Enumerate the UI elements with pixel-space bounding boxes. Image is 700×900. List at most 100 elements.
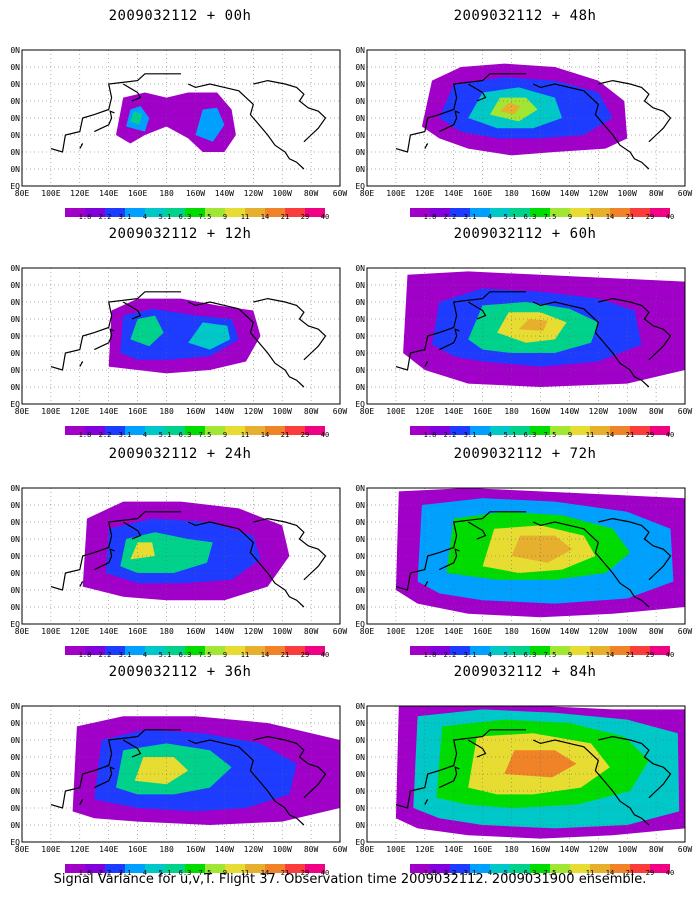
lon-tick-label: 80E: [360, 845, 375, 854]
colorbar-label: 5.1: [158, 213, 172, 221]
colorbar-labels: 1.8 2.2 3.1 4 5.1 6.3 7.5 9 11 14 21 29 40: [65, 651, 330, 661]
colorbar-swatch: [630, 646, 650, 655]
lon-tick-label: 120W: [244, 189, 263, 198]
colorbar-label: 2.2: [98, 651, 112, 659]
coastline: [424, 581, 429, 587]
lat-tick-label: 60N: [10, 736, 20, 745]
colorbar-swatch: [570, 208, 590, 217]
colorbar-label: 9: [222, 213, 228, 221]
lon-tick-label: 180: [504, 627, 519, 636]
coastline: [50, 729, 181, 809]
coastline: [122, 521, 142, 540]
map-frame: [21, 267, 341, 405]
colorbar-swatch: [470, 208, 490, 217]
map-plot: 80E 100E 120E 140E 160E 180 160W 140W 120W 100W 80…: [10, 484, 347, 636]
lat-tick-label: EQ: [355, 400, 365, 409]
variance-contour: [188, 322, 231, 350]
coastline: [532, 739, 650, 826]
coastline: [424, 143, 429, 149]
colorbar-label: 7.5: [543, 431, 557, 439]
colorbar-label: 6.3: [523, 651, 537, 659]
colorbar-label: 2.2: [443, 651, 457, 659]
lon-tick-label: 160E: [128, 845, 147, 854]
lat-tick-label: EQ: [355, 182, 365, 191]
colorbar-label: 6.3: [523, 213, 537, 221]
lat-tick-label: 80N: [10, 46, 20, 55]
variance-contour: [500, 102, 521, 115]
coastline: [253, 79, 327, 143]
lat-tick-label: 40N: [10, 114, 20, 123]
colorbar-swatch: [550, 208, 570, 217]
lon-tick-label: 80W: [649, 627, 664, 636]
colorbar-label: 9: [567, 869, 573, 877]
colorbar-label: 11: [585, 651, 595, 659]
lat-tick-label: 30N: [10, 349, 20, 358]
lon-tick-label: 100E: [41, 407, 60, 416]
lon-tick-label: 80W: [304, 845, 319, 854]
lat-tick-label: EQ: [355, 620, 365, 629]
colorbar-label: 4: [487, 431, 493, 439]
lon-tick-label: 100E: [386, 189, 405, 198]
colorbar-label: 11: [240, 431, 250, 439]
lat-tick-label: 10N: [355, 383, 365, 392]
panel-title: 2009032112 + 12h: [108, 226, 252, 242]
colorbar-label: 40: [320, 431, 330, 439]
colorbar-label: 11: [240, 651, 250, 659]
variance-contour: [511, 535, 573, 563]
lon-tick-label: 160E: [128, 627, 147, 636]
variance-contour: [130, 111, 142, 125]
colorbar-label: 3.1: [118, 213, 132, 221]
colorbar-label: 7.5: [198, 431, 212, 439]
colorbar-swatch: [145, 864, 165, 873]
colorbar-swatch: [530, 646, 550, 655]
colorbar-swatch: [105, 426, 125, 435]
lat-tick-label: 20N: [355, 804, 365, 813]
colorbar-label: 14: [260, 869, 270, 877]
coastline: [467, 521, 487, 540]
colorbar-labels: 1.8 2.2 3.1 4 5.1 6.3 7.5 9 11 14 21 29 40: [65, 213, 330, 223]
panel-title: 2009032112 + 48h: [453, 8, 597, 24]
lon-tick-label: 80W: [649, 189, 664, 198]
map-frame: [21, 487, 341, 625]
coastline: [532, 83, 650, 170]
colorbar-swatch: [105, 208, 125, 217]
colorbar-label: 29: [645, 431, 655, 439]
lon-tick-label: 60W: [333, 845, 348, 854]
lon-tick-label: 80W: [304, 627, 319, 636]
lon-tick-label: 140E: [99, 407, 118, 416]
coastline: [598, 79, 672, 143]
colorbar-label: 5.1: [503, 213, 517, 221]
lon-tick-label: 140W: [215, 845, 234, 854]
lon-tick-label: 140E: [444, 627, 463, 636]
colorbar-swatch: [125, 646, 145, 655]
colorbar-swatch: [650, 426, 670, 435]
variance-contour: [130, 315, 164, 347]
colorbar-label: 7.5: [198, 869, 212, 877]
colorbar: [65, 420, 325, 439]
colorbar-swatch: [185, 646, 205, 655]
lon-tick-label: 100E: [386, 627, 405, 636]
lat-tick-label: 20N: [355, 586, 365, 595]
coastline: [253, 517, 327, 581]
coastline: [94, 766, 115, 789]
lon-tick-label: 160W: [531, 189, 550, 198]
colorbar-label: 14: [605, 869, 615, 877]
colorbar-swatch: [450, 864, 470, 873]
colorbar-swatch: [145, 646, 165, 655]
lon-tick-label: 60W: [678, 189, 693, 198]
lat-tick-label: 20N: [10, 366, 20, 375]
colorbar-swatch: [245, 864, 265, 873]
colorbar-label: 9: [222, 431, 228, 439]
colorbar-swatch: [105, 864, 125, 873]
colorbar: [410, 640, 670, 659]
colorbar: [65, 858, 325, 877]
colorbar-swatch: [265, 864, 285, 873]
lon-tick-label: 100W: [273, 627, 292, 636]
colorbar-label: 5.1: [503, 869, 517, 877]
lon-tick-label: 120W: [589, 189, 608, 198]
variance-contour: [134, 757, 189, 785]
colorbar-label: 7.5: [543, 213, 557, 221]
colorbar-swatch: [305, 208, 325, 217]
map-frame: [21, 705, 341, 843]
lon-tick-label: 100W: [618, 407, 637, 416]
